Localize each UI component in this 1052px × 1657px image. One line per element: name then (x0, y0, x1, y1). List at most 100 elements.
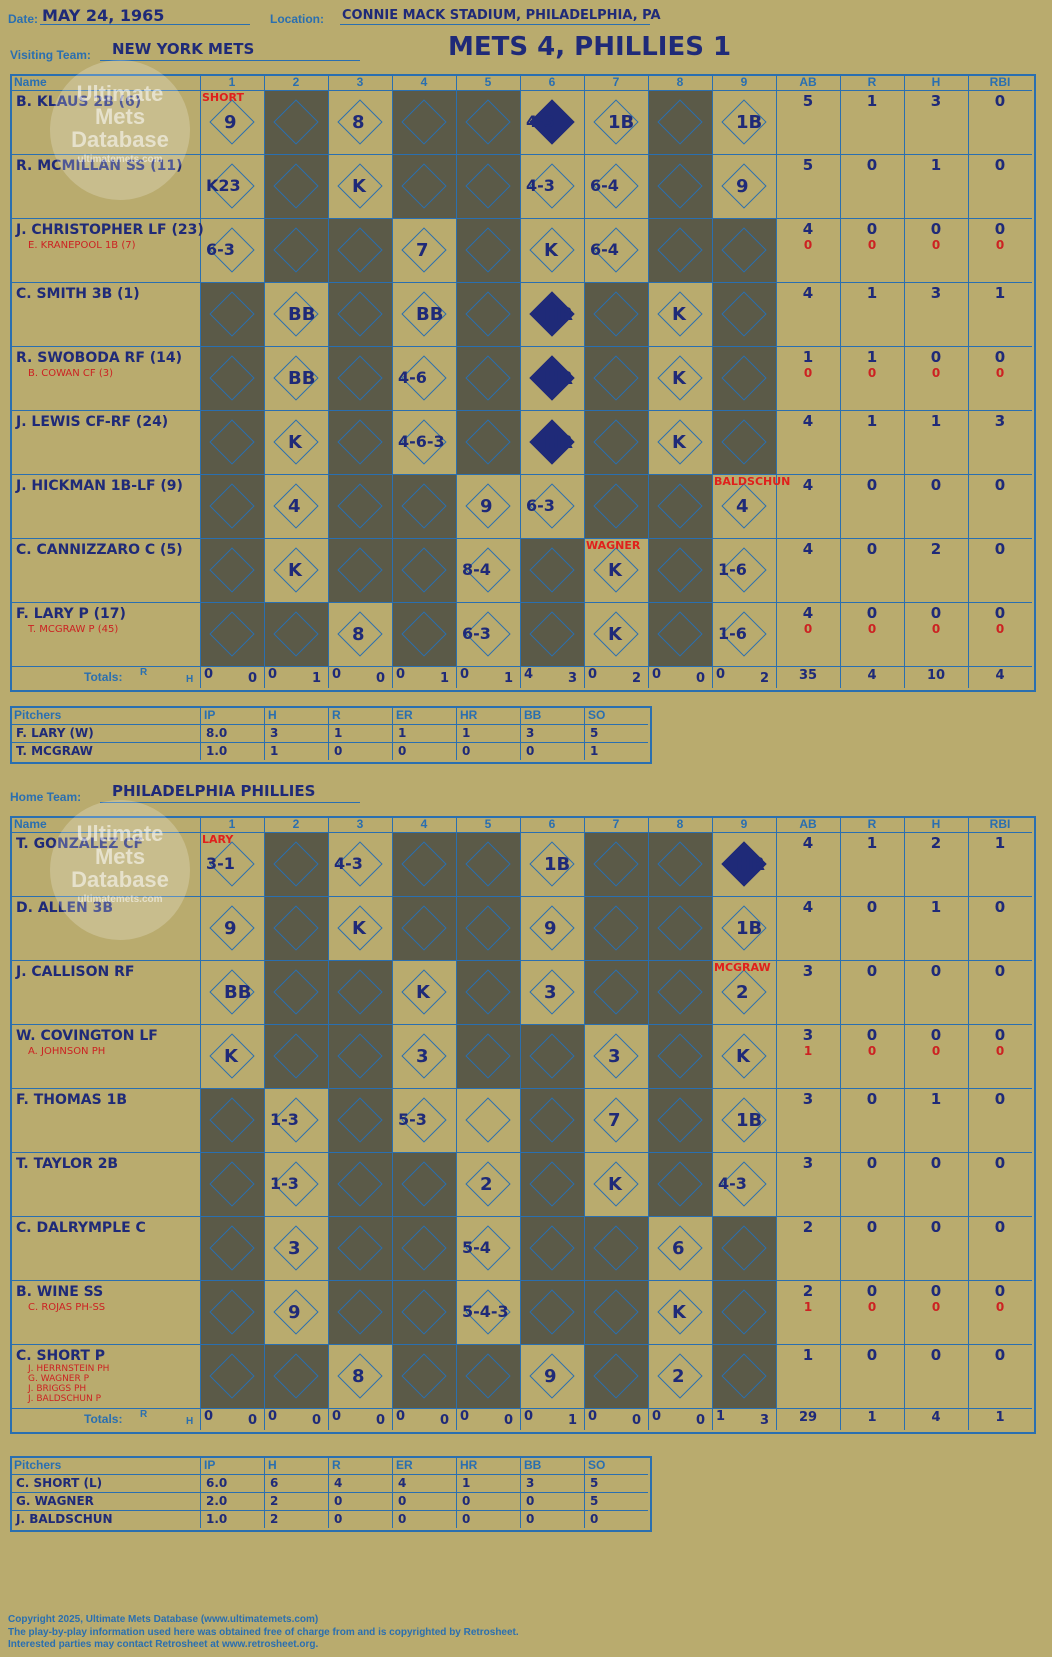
visiting-team: NEW YORK METS (112, 40, 255, 58)
home-stat-header: R (867, 817, 877, 831)
home-sub-name: C. ROJAS PH-SS (28, 1302, 106, 1313)
home-play-result: K (736, 1046, 750, 1067)
visitors-dark-cell (328, 282, 392, 346)
home-pitchers-cell: 0 (398, 1512, 407, 1526)
home-inning-hits: 0 (248, 1413, 258, 1428)
home-stat-value: 4 (802, 834, 814, 852)
visitors-dark-cell (712, 410, 776, 474)
visitors-stat-value: 0 (930, 348, 942, 366)
game-date: MAY 24, 1965 (42, 6, 165, 25)
visitors-inning-runs: 0 (460, 667, 470, 682)
home-pitchers-cell: 0 (526, 1494, 535, 1508)
visitors-inning-header: 8 (676, 75, 684, 89)
visitors-stat-header: R (867, 75, 877, 89)
home-pitchers-cell: J. BALDSCHUN (16, 1512, 113, 1526)
home-total-stat: 4 (931, 1410, 941, 1425)
home-inning-runs: 0 (268, 1409, 278, 1424)
visitors-dark-cell (200, 410, 264, 474)
watermark-text: Ultimate (76, 821, 164, 846)
home-inning-header: 2 (292, 817, 300, 831)
home-pitchers-cell: C. SHORT (L) (16, 1476, 103, 1490)
visitors-player-name: J. HICKMAN 1B-LF (9) (16, 478, 183, 494)
home-play-result: 1B (736, 918, 763, 939)
home-play-result: 2 (736, 982, 749, 1003)
visitor-pitchers-cell: T. MCGRAW (16, 744, 93, 758)
visitors-col-line (264, 74, 265, 688)
visitor-pitchers-frame (10, 706, 652, 764)
visitor-pitchers-header: BB (524, 708, 542, 722)
visitors-inning-hits: 2 (632, 671, 642, 686)
visitor-pitchers-cell: 1 (462, 726, 471, 740)
home-inning-runs: 0 (652, 1409, 662, 1424)
visitors-sub-stat-value: 0 (803, 366, 813, 380)
home-dark-cell (200, 1088, 264, 1152)
watermark-url: ultimatemets.com (77, 154, 163, 166)
home-play-result: 4-3 (718, 1174, 747, 1193)
visitors-inning-runs: 0 (204, 667, 214, 682)
visitors-dark-cell (392, 538, 456, 602)
visitors-dark-cell (328, 474, 392, 538)
home-dark-cell (392, 1216, 456, 1280)
visitors-dark-cell (712, 282, 776, 346)
home-sub-name: J. BALDSCHUN P (28, 1394, 102, 1404)
home-pitchers-cell: G. WAGNER (16, 1494, 94, 1508)
home-pitching-change: LARY (202, 833, 234, 846)
home-dark-cell (712, 1216, 776, 1280)
home-pitchers-col-line (264, 1456, 265, 1528)
visitor-pitchers-header: Pitchers (14, 708, 62, 722)
visitors-dark-cell (264, 218, 328, 282)
visitors-stat-value: 0 (994, 156, 1006, 174)
visitor-pitchers-cell: 0 (334, 744, 343, 758)
visitors-row-line (10, 346, 1032, 347)
visitors-play-result: 1B (608, 112, 635, 133)
home-row-line (10, 1216, 1032, 1217)
visitors-dark-cell (648, 90, 712, 154)
home-inning-runs: 0 (332, 1409, 342, 1424)
visitors-col-line (584, 74, 585, 688)
visitors-dark-cell (712, 218, 776, 282)
home-inning-runs: 0 (524, 1409, 534, 1424)
home-stat-value: 0 (866, 898, 878, 916)
visitors-grid-frame (10, 74, 1036, 692)
visitors-sub-stat-value: 0 (803, 622, 813, 636)
home-play-result: 3 (288, 1238, 301, 1259)
visitors-col-line (776, 74, 777, 688)
home-stat-value: 0 (930, 962, 942, 980)
home-inning-runs: 0 (204, 1409, 214, 1424)
home-total-stat: 29 (798, 1410, 818, 1425)
home-stat-value: 0 (994, 1154, 1006, 1172)
home-stat-value: 0 (994, 1026, 1006, 1044)
visitor-pitchers-cell: 1.0 (206, 744, 228, 758)
visitors-play-result: 4-3 (526, 176, 555, 195)
home-stat-value: 0 (994, 1346, 1006, 1364)
home-dark-cell (648, 1152, 712, 1216)
visitors-inning-hits: 0 (696, 671, 706, 686)
home-play-result: 9 (544, 918, 557, 939)
home-play-result: 1-3 (270, 1110, 299, 1129)
visitors-inning-header: 3 (356, 75, 364, 89)
home-dark-cell (456, 1344, 520, 1408)
visitor-pitchers-cell: 1 (334, 726, 343, 740)
home-pitchers-cell: 4 (334, 1476, 343, 1490)
visitors-stat-value: 1 (866, 412, 878, 430)
visitors-inning-hits: 3 (568, 671, 578, 686)
visitors-sub-stat-value: 0 (931, 366, 941, 380)
visitors-dark-cell (584, 346, 648, 410)
visitors-dark-cell (200, 474, 264, 538)
visitors-dark-cell (456, 90, 520, 154)
home-play-result: 4-3 (334, 854, 363, 873)
visitors-stat-value: 3 (994, 412, 1006, 430)
visitors-inning-runs: 4 (524, 667, 534, 682)
visitor-pitchers-cell: 0 (398, 744, 407, 758)
visitors-stat-value: 4 (802, 220, 814, 238)
home-sub-stat-value: 0 (867, 1300, 877, 1314)
home-pitchers-header: Pitchers (14, 1458, 62, 1472)
home-pitchers-col-line (520, 1456, 521, 1528)
visitors-stat-value: 0 (994, 540, 1006, 558)
visitors-play-result: 4 (736, 496, 749, 517)
visitor-pitchers-row-line (10, 742, 648, 743)
visitor-pitchers-cell: 1 (270, 744, 279, 758)
home-stat-value: 0 (994, 1090, 1006, 1108)
home-sub-name: G. WAGNER P (28, 1374, 90, 1384)
watermark-logo: Ultimate Mets Database ultimatemets.com (50, 800, 190, 940)
